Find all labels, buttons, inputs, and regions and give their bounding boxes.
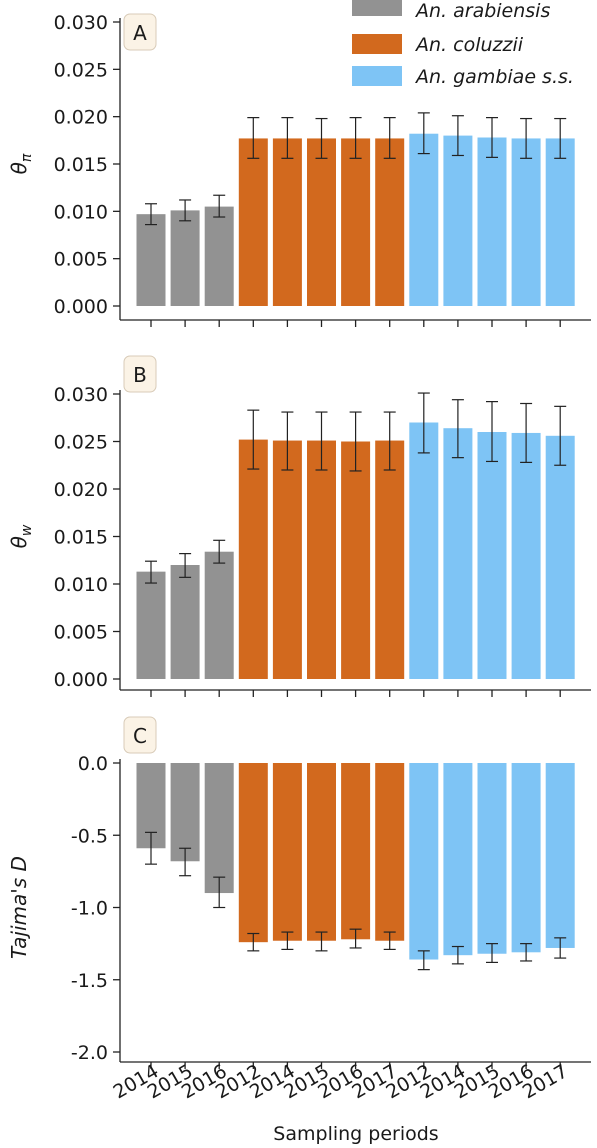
bar-2016: [341, 138, 371, 306]
bar-2014: [136, 571, 166, 679]
panel-B: 0.000 0.005 0.010 0.015 0.020 0.025 0.030 θw B: [7, 355, 591, 697]
y-axis-label: θw: [7, 524, 35, 548]
panel-badge-box: [123, 13, 157, 51]
y-tick-label: 0.005: [54, 622, 108, 644]
legend-swatch-arabiensis: [352, 0, 402, 16]
legend: An. arabiensis An. coluzzii An. gambiae …: [352, 0, 574, 88]
bar-2016: [204, 763, 234, 894]
y-tick-label: 0.020: [54, 479, 108, 501]
y-tick-label: 0.000: [54, 296, 108, 318]
panel-badge-box: [123, 716, 157, 754]
bar-2015: [170, 210, 200, 306]
legend-swatch-coluzzii: [352, 34, 402, 54]
legend-swatch-gambiae: [352, 66, 402, 86]
bar-2012: [409, 133, 439, 306]
bar-2015: [477, 137, 507, 306]
bar-2014: [272, 138, 302, 306]
bar-2015: [307, 440, 336, 679]
y-tick-label: -0.5: [71, 825, 108, 847]
bar-2012: [409, 763, 439, 960]
y-tick-label: -2.0: [71, 1042, 108, 1064]
legend-label-arabiensis: An. arabiensis: [414, 0, 550, 22]
y-tick-label: 0.020: [54, 107, 108, 129]
y-tick-label: -1.0: [71, 898, 108, 920]
legend-label-coluzzii: An. coluzzii: [414, 34, 524, 56]
panel-badge-A: A: [123, 13, 157, 51]
y-tick-label: -1.5: [71, 970, 108, 992]
panel-badge-letter: B: [133, 363, 147, 387]
x-tick-labels: 2014201520162012201420152016201720122014…: [110, 1060, 572, 1103]
y-tick-label: 0.010: [54, 201, 108, 223]
bar-2016: [511, 138, 541, 306]
y-tick-label: 0.000: [54, 669, 108, 691]
y-tick-label: 0.0: [78, 753, 108, 775]
bar-2014: [443, 763, 473, 956]
bar-2014: [272, 440, 302, 679]
bar-2016: [511, 432, 541, 679]
bar-2017: [375, 440, 405, 679]
bar-2012: [238, 763, 268, 943]
bar-2015: [307, 138, 336, 306]
y-tick-label: 0.015: [54, 527, 108, 549]
bar-2014: [272, 763, 302, 941]
y-tick-label: 0.030: [54, 384, 108, 406]
bar-2017: [545, 435, 575, 679]
bar-2016: [341, 441, 371, 679]
y-tick-label: 0.015: [54, 154, 108, 176]
bar-2015: [477, 432, 507, 679]
bar-2016: [204, 206, 234, 306]
y-tick-label: 0.025: [54, 59, 108, 81]
y-axis-label: Tajima's D: [7, 856, 31, 959]
bar-2016: [341, 763, 371, 940]
panel-badge-letter: A: [133, 21, 147, 45]
bar-2014: [136, 214, 166, 306]
bar-2015: [477, 763, 507, 954]
bar-2017: [375, 763, 405, 941]
bar-2014: [443, 428, 473, 679]
x-axis-label: Sampling periods: [273, 1123, 438, 1145]
legend-label-gambiae: An. gambiae s.s.: [414, 66, 574, 88]
bar-2015: [170, 565, 200, 679]
y-tick-label: 0.030: [54, 12, 108, 34]
bar-2016: [204, 551, 234, 679]
bar-2017: [375, 138, 405, 306]
panel-badge-letter: C: [133, 724, 147, 748]
panel-badge-C: C: [123, 716, 157, 754]
bar-2012: [409, 422, 439, 679]
y-tick-label: 0.025: [54, 432, 108, 454]
bar-2012: [238, 439, 268, 679]
bar-2016: [511, 763, 541, 953]
panel-badge-B: B: [123, 355, 157, 393]
panel-C: -2.0 -1.5 -1.0 -0.5 0.0 Tajima's D C: [7, 716, 591, 1069]
bar-2017: [545, 763, 575, 948]
y-axis-label: θπ: [7, 153, 35, 174]
bar-2015: [307, 763, 336, 941]
bar-2014: [443, 135, 473, 306]
panel-badge-box: [123, 355, 157, 393]
y-tick-label: 0.010: [54, 574, 108, 596]
bar-2012: [238, 138, 268, 306]
bar-2017: [545, 138, 575, 306]
bar-2015: [170, 763, 200, 862]
y-tick-label: 0.005: [54, 249, 108, 271]
panel-A: 0.000 0.005 0.010 0.015 0.020 0.025 0.030 θπ A: [7, 12, 591, 327]
